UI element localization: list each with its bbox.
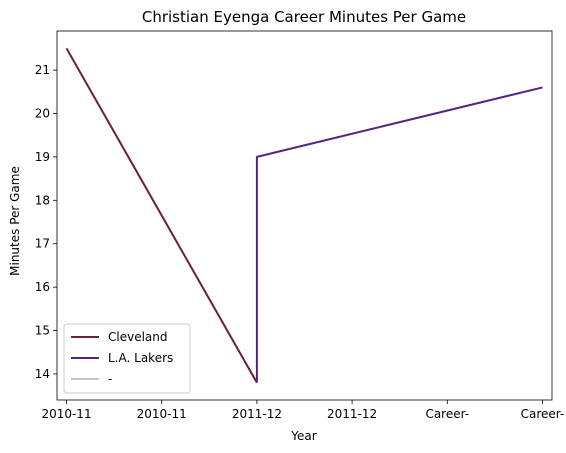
y-tick-label: 15 <box>35 324 50 338</box>
x-tick-label: 2011-12 <box>327 407 377 421</box>
legend-label: Cleveland <box>108 330 168 344</box>
x-tick-label: Career- <box>425 407 469 421</box>
legend-label: L.A. Lakers <box>108 351 173 365</box>
y-tick-label: 20 <box>35 106 50 120</box>
chart-title: Christian Eyenga Career Minutes Per Game <box>142 8 466 26</box>
legend-label: - <box>108 372 112 386</box>
axes-frame <box>56 30 553 401</box>
y-tick-label: 14 <box>35 367 50 381</box>
x-tick-label: 2011-12 <box>232 407 282 421</box>
y-tick-label: 16 <box>35 280 50 294</box>
legend-box <box>63 323 191 394</box>
x-axis-label: Year <box>290 429 316 443</box>
x-tick-label: Career- <box>521 407 565 421</box>
y-axis-label: Minutes Per Game <box>8 166 22 276</box>
y-tick-label: 19 <box>35 150 50 164</box>
x-tick-label: 2010-11 <box>137 407 187 421</box>
series-line-0 <box>65 47 258 384</box>
x-tick-label: 2010-11 <box>41 407 91 421</box>
y-tick-label: 17 <box>35 237 50 251</box>
y-tick-label: 18 <box>35 193 50 207</box>
series-line-1 <box>255 86 543 383</box>
plot-area: 2010-11 2010-11 2011-12 2011-12 Career- Caree… <box>35 30 565 421</box>
y-tick-label: 21 <box>35 63 50 77</box>
